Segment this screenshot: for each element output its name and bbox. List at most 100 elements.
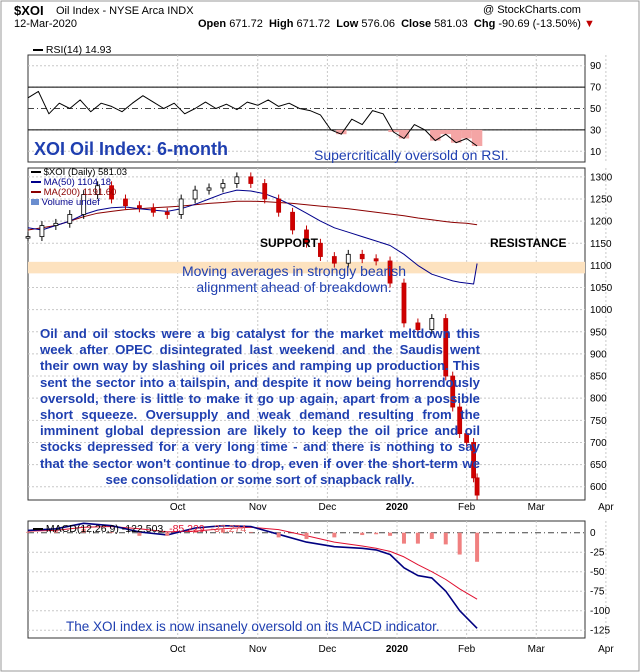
macd-histogram-bar (415, 532, 420, 544)
y-tick-label: -75 (590, 587, 605, 598)
rsi-oversold-fill (461, 129, 472, 139)
x-axis-label: 2020 (386, 644, 409, 655)
chart-instrument-name: Oil Index - NYSE Arca INDX (56, 5, 194, 17)
y-tick-label: 70 (590, 83, 602, 94)
y-tick-label: 90 (590, 61, 602, 72)
macd-histogram-bar (137, 532, 142, 536)
macd-histogram-bar (53, 531, 58, 533)
commentary-text: Oil and oil stocks were a big catalyst f… (40, 326, 480, 487)
price-candle (304, 229, 309, 244)
y-tick-label: -25 (590, 548, 605, 559)
x-axis-label: Mar (528, 502, 546, 513)
legend-price: $XOI (Daily) 581.03 (43, 167, 128, 178)
price-candle (39, 225, 45, 238)
price-candle (331, 256, 337, 264)
y-tick-label: 650 (590, 460, 607, 471)
price-candle (136, 205, 142, 209)
support-resistance-band (28, 261, 585, 274)
panel-title: XOI Oil Index: 6-month (34, 139, 229, 159)
ma200-line (27, 200, 478, 231)
macd-histogram-bar (276, 532, 281, 538)
rsi-legend: RSI(14) 14.93 (33, 44, 111, 56)
rsi-oversold-fill (336, 129, 347, 135)
rsi-oversold-fill (450, 129, 462, 143)
price-candle (178, 198, 184, 215)
y-tick-label: -50 (590, 567, 605, 578)
rsi-oversold-fill (440, 129, 451, 135)
macd-histogram-bar (26, 531, 30, 533)
rsi-line (27, 90, 478, 147)
macd-annotation: The XOI index is now insanely oversold o… (66, 619, 440, 634)
y-tick-label: 700 (590, 438, 607, 449)
price-candle (457, 406, 463, 435)
price-candle (290, 211, 295, 231)
price-candle (387, 260, 393, 284)
legend-ma200: MA(200) 1191.60 (43, 187, 117, 198)
macd-histogram-bar (388, 532, 393, 536)
y-tick-label: 1200 (590, 217, 613, 228)
y-tick-label: 950 (590, 327, 607, 338)
macd-histogram-bar (304, 532, 309, 539)
price-candle (474, 477, 480, 496)
y-tick-label: 1150 (590, 239, 612, 250)
macd-histogram-bar (248, 531, 253, 533)
macd-histogram-bar (401, 532, 406, 544)
macd-histogram-bar (475, 532, 480, 562)
price-candle (450, 375, 456, 408)
rsi-annotation: Supercritically oversold on RSI. (314, 147, 509, 163)
x-axis-label: 2020 (386, 502, 409, 513)
macd-line (27, 522, 478, 629)
moving-averages-note: Moving averages in strongly bearish alig… (181, 263, 407, 295)
rsi-oversold-fill (430, 129, 441, 141)
price-candle (429, 318, 435, 330)
macd-histogram-bar (374, 532, 379, 535)
price-candle (192, 189, 198, 200)
price-candle (150, 207, 156, 213)
chart-date: 12-Mar-2020 (14, 18, 77, 30)
y-tick-label: 600 (590, 482, 607, 493)
y-tick-label: 850 (590, 372, 607, 383)
macd-panel-frame (27, 520, 586, 639)
x-axis-label: Apr (598, 502, 614, 513)
y-tick-label: 0 (590, 528, 596, 539)
legend-ma50: MA(50) 1104.18 (43, 177, 112, 188)
price-candle (401, 282, 407, 324)
price-candle (464, 433, 470, 443)
price-candle (25, 236, 31, 239)
y-tick-label: 30 (590, 125, 602, 136)
y-tick-label: 900 (590, 349, 607, 360)
price-candle (359, 253, 365, 260)
x-axis-label: Dec (318, 644, 336, 655)
price-candle (109, 185, 114, 200)
ma50-line (27, 189, 478, 285)
x-axis-label: Apr (598, 644, 614, 655)
price-candle (471, 442, 477, 479)
macd-histogram-bar (165, 532, 170, 536)
chart-symbol: $XOI (14, 3, 44, 18)
y-tick-label: 1000 (590, 305, 613, 316)
macd-histogram-bar (443, 532, 448, 545)
macd-histogram-bar (332, 532, 337, 538)
macd-histogram-bar (360, 532, 365, 536)
y-tick-label: 50 (590, 104, 602, 115)
price-candle (345, 253, 351, 264)
y-tick-label: 750 (590, 416, 607, 427)
price-candle (206, 187, 212, 191)
macd-histogram-bar (193, 529, 198, 533)
price-candle (53, 222, 59, 226)
rsi-oversold-fill (471, 129, 483, 147)
price-legend: $XOI (Daily) 581.03 MA(50) 1104.18 MA(20… (31, 168, 127, 208)
x-axis-label: Feb (458, 644, 476, 655)
macd-histogram-bar (81, 528, 86, 533)
price-candle (373, 258, 379, 262)
price-candle (443, 318, 449, 377)
y-tick-label: 800 (590, 394, 607, 405)
x-axis-label: Dec (318, 502, 336, 513)
x-axis-label: Nov (249, 502, 267, 513)
y-tick-label: -100 (590, 606, 610, 617)
price-candle (81, 194, 87, 215)
chart-source[interactable]: @ StockCharts.com (483, 4, 581, 16)
y-tick-label: -125 (590, 626, 610, 637)
